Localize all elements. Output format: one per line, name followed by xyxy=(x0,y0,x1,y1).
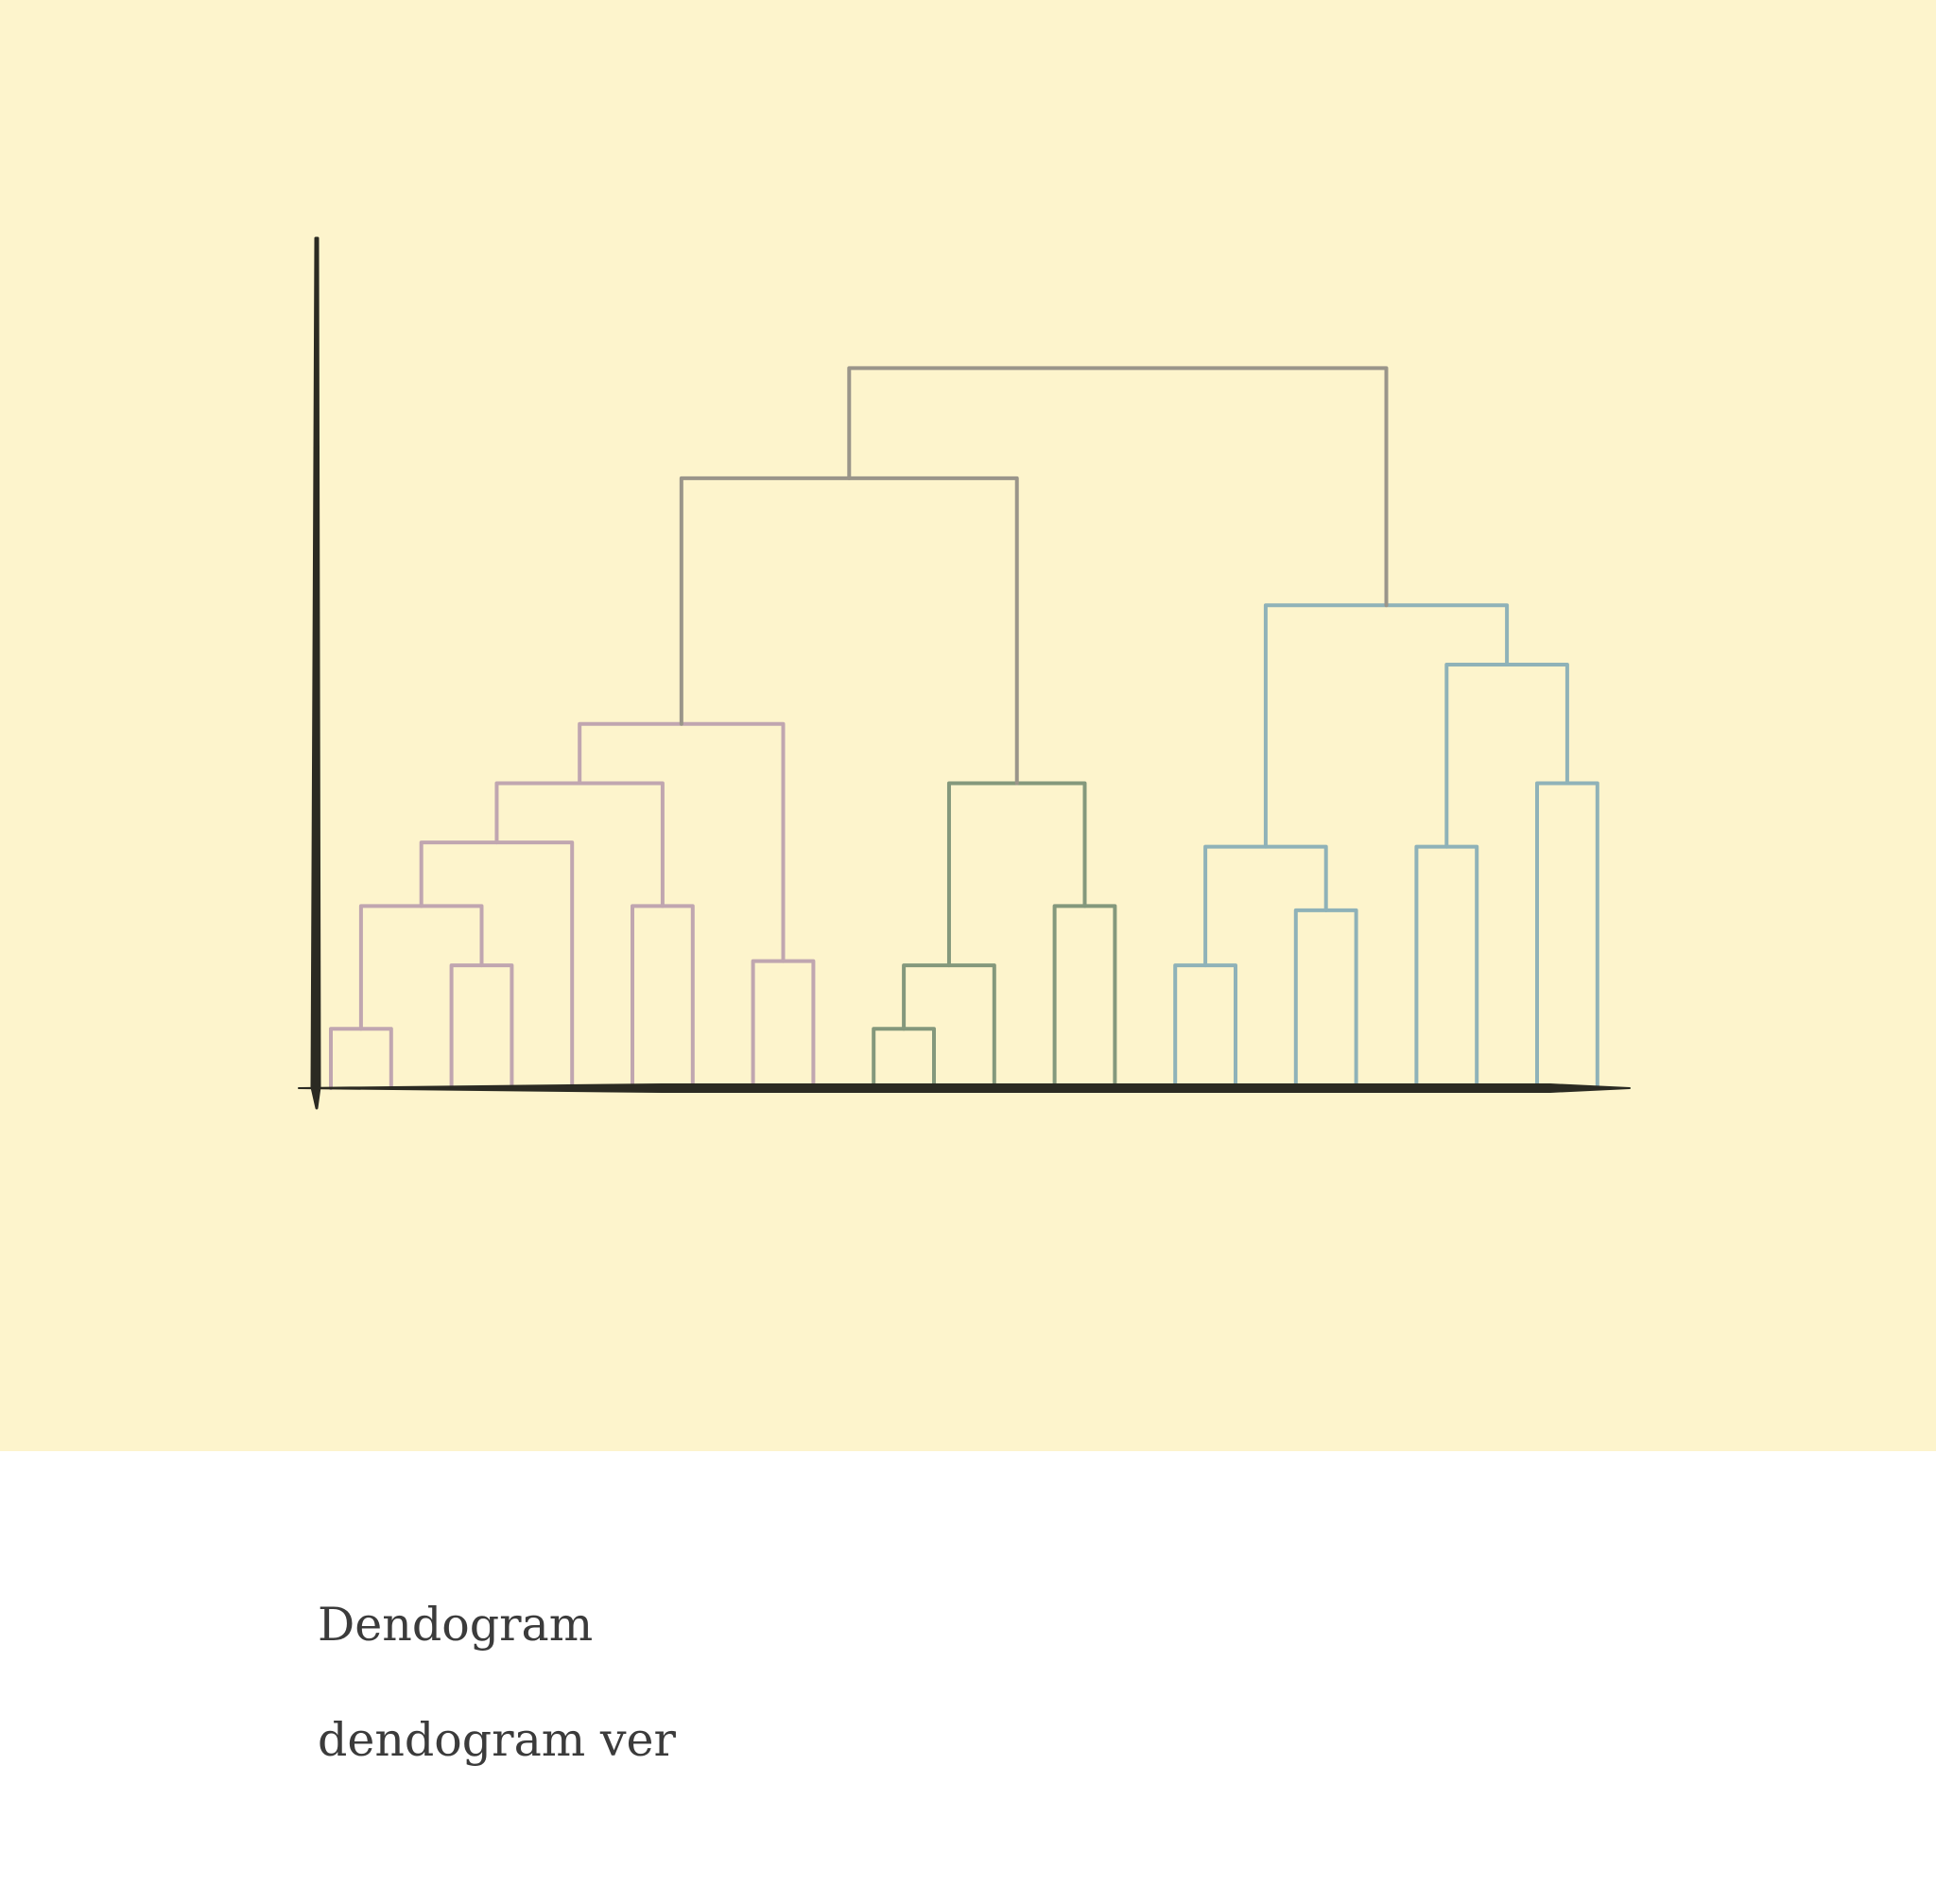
link-g1 xyxy=(872,1027,936,1090)
link-t5 xyxy=(1535,781,1599,1090)
chart-panel xyxy=(0,0,1936,1451)
x-axis xyxy=(298,1083,1631,1093)
link-t6 xyxy=(1444,663,1569,849)
link-g2 xyxy=(902,963,996,1090)
link-t7 xyxy=(1263,603,1510,849)
link-t3 xyxy=(1203,844,1328,968)
link-p7 xyxy=(751,959,816,1090)
link-r2 xyxy=(847,366,1389,608)
link-p6 xyxy=(494,781,665,909)
link-r1 xyxy=(679,476,1019,786)
card-subtitle: dendogram ver xyxy=(318,1713,676,1767)
link-g3 xyxy=(1052,904,1117,1090)
link-p3 xyxy=(358,904,484,1031)
dendrogram-chart xyxy=(298,236,1631,1110)
link-g4 xyxy=(946,781,1087,968)
chart-axes xyxy=(298,236,1631,1110)
link-p1 xyxy=(329,1027,393,1090)
link-t4 xyxy=(1414,844,1479,1090)
link-t1 xyxy=(1173,963,1237,1090)
dendrogram-links xyxy=(329,366,1599,1090)
y-axis xyxy=(310,236,321,1110)
card-title: Dendogram xyxy=(318,1598,594,1652)
link-p5 xyxy=(631,904,695,1090)
link-p2 xyxy=(449,963,514,1090)
link-p8 xyxy=(578,721,786,963)
link-t2 xyxy=(1293,908,1358,1090)
